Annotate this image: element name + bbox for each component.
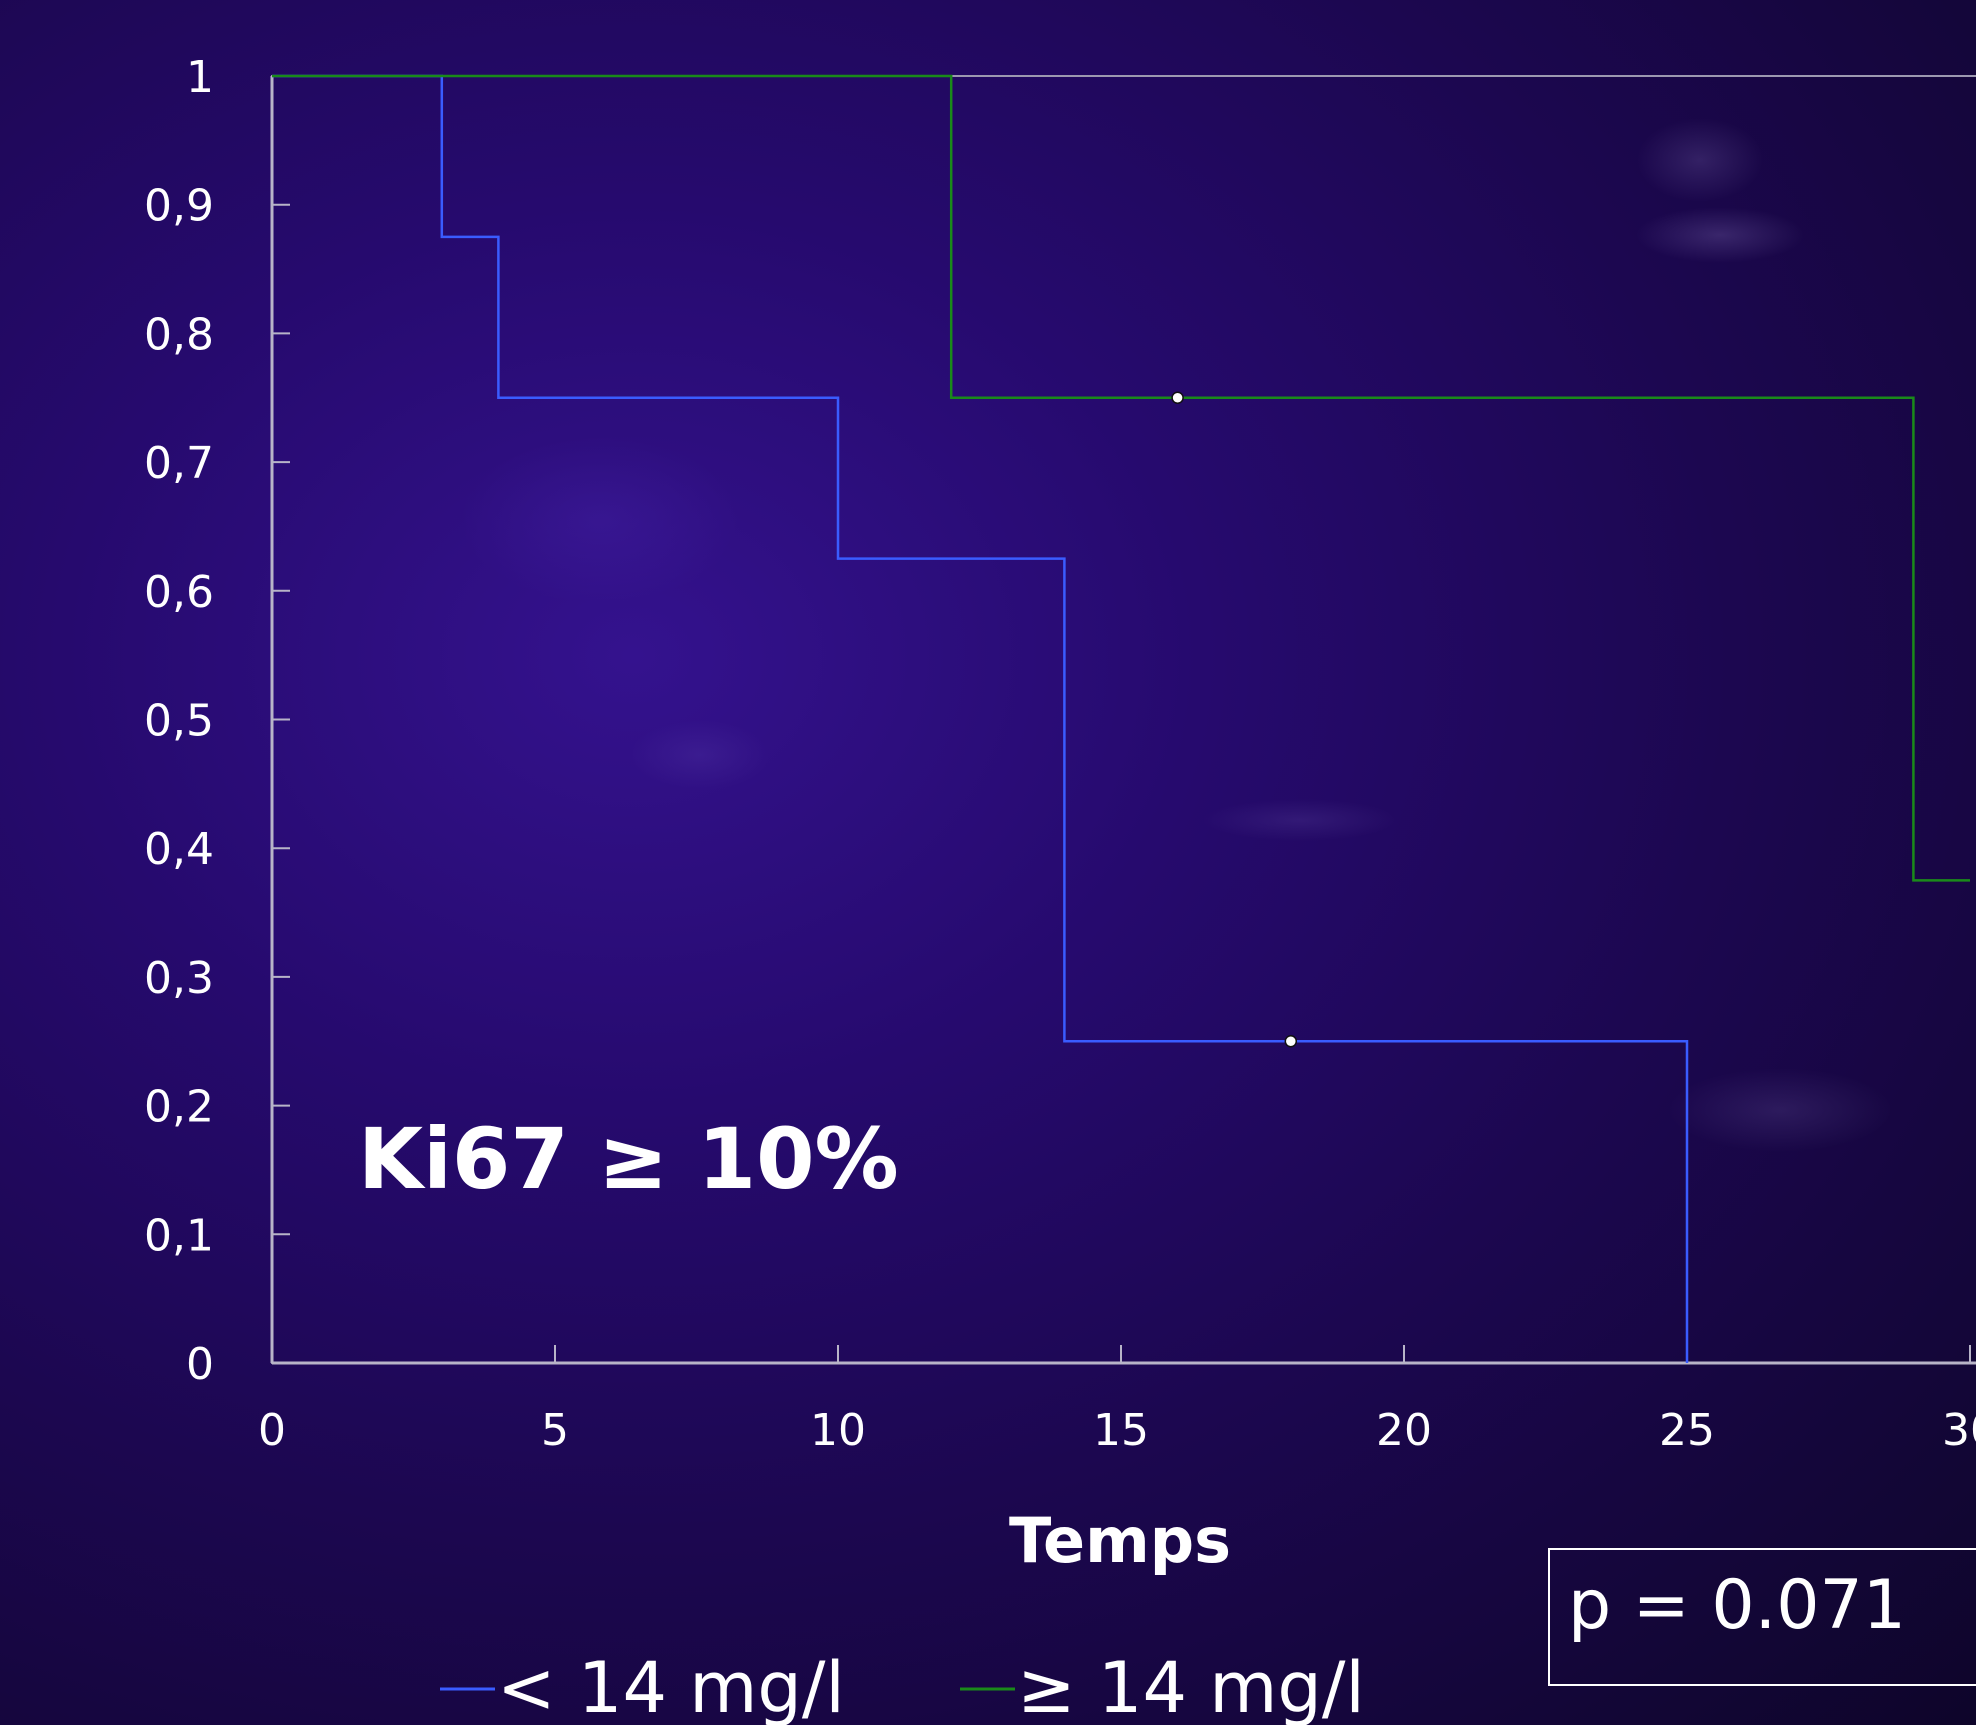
legend-label-low: < 14 mg/l [497, 1647, 845, 1725]
x-tick-label: 30 [1942, 1405, 1976, 1456]
legend-label-high: ≥ 14 mg/l [1017, 1647, 1365, 1725]
x-tick-label: 10 [810, 1405, 866, 1456]
x-tick-label: 20 [1376, 1405, 1432, 1456]
y-tick-label: 0,1 [144, 1210, 214, 1261]
censor-mark [1171, 391, 1184, 404]
y-tick-label: 0,9 [144, 181, 214, 232]
series-line-1 [272, 74, 1970, 882]
p-value-text: p = 0.071 [1568, 1566, 1906, 1645]
y-tick-label: 0,5 [144, 696, 214, 747]
censor-mark [1284, 1035, 1298, 1048]
x-tick-label: 0 [258, 1405, 286, 1456]
y-tick-label: 0,4 [144, 824, 214, 875]
x-tick-label: 25 [1659, 1405, 1715, 1456]
y-tick-label: 0 [186, 1339, 214, 1390]
x-tick-label: 15 [1093, 1405, 1149, 1456]
x-tick-label: 5 [541, 1405, 569, 1456]
series-line-0 [272, 74, 1689, 1363]
legend: < 14 mg/l ≥ 14 mg/l [440, 1647, 1365, 1725]
chart-annotation: Ki67 ≥ 10% [358, 1110, 899, 1208]
series-layer [272, 74, 1970, 1363]
y-tick-label: 0,6 [144, 567, 214, 618]
y-axis-ticks: 0 0,1 0,2 0,3 0,4 0,5 0,6 0,7 0,8 0,9 1 [144, 52, 290, 1390]
y-tick-label: 0,3 [144, 953, 214, 1004]
x-axis-title: Temps [1009, 1504, 1231, 1577]
y-tick-label: 0,2 [144, 1082, 214, 1133]
y-tick-label: 0,8 [144, 309, 214, 360]
y-tick-label: 1 [186, 52, 214, 103]
x-axis-ticks: 0 5 10 15 20 25 30 [258, 1345, 1976, 1456]
y-tick-label: 0,7 [144, 438, 214, 489]
p-value-box [1548, 1548, 1976, 1686]
